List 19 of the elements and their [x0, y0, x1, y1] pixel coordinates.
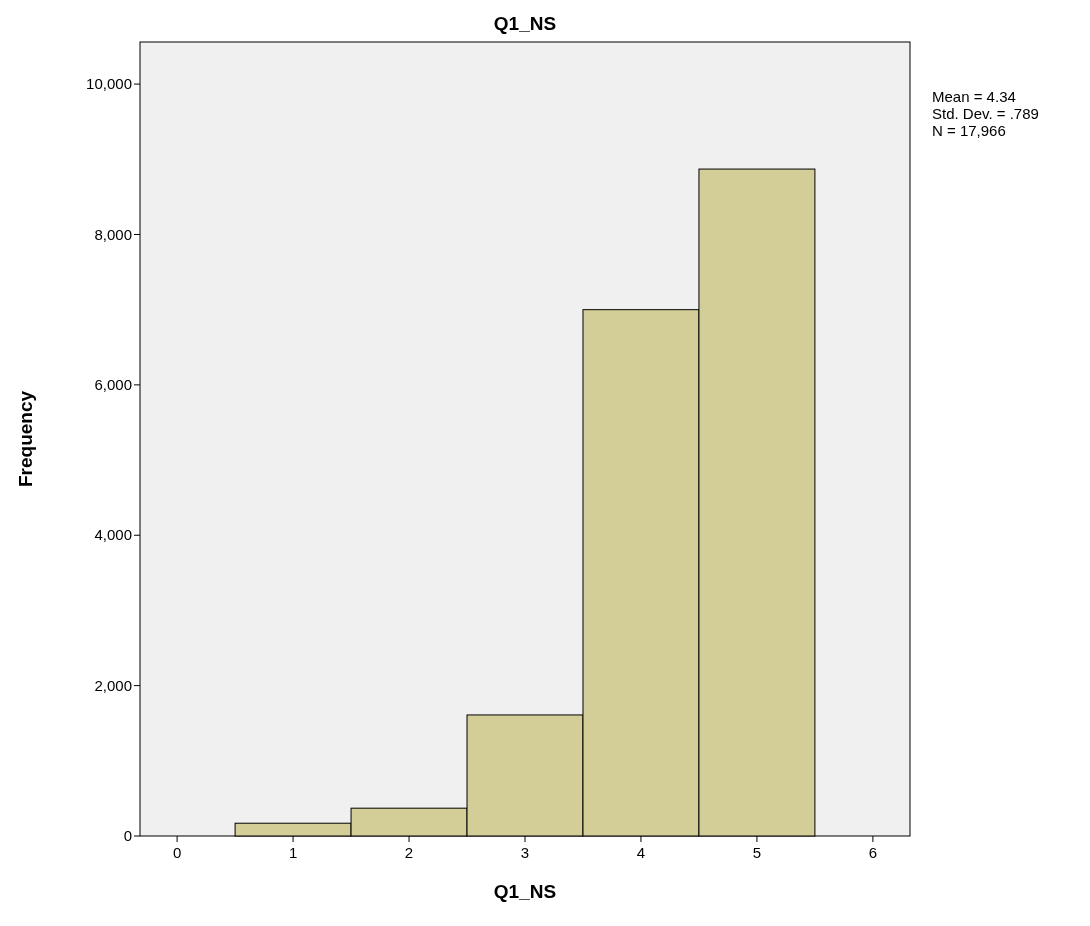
x-tick-label: 1	[288, 844, 298, 861]
x-tick-label: 0	[172, 844, 182, 861]
x-tick-label: 2	[404, 844, 414, 861]
x-axis-title: Q1_NS	[493, 881, 557, 902]
text: N = 17,966	[932, 122, 1006, 139]
y-axis-title: Frequency	[15, 390, 36, 488]
x-tick-label: 5	[752, 844, 762, 861]
y-tick-label: 8,000	[94, 225, 132, 243]
x-tick-label: 6	[868, 844, 878, 861]
x-tick-label: 4	[636, 844, 646, 861]
text: Mean = 4.34	[932, 88, 1016, 105]
chart-title: Q1_NS	[493, 13, 557, 34]
y-tick-label: 4,000	[94, 526, 132, 544]
y-tick-label: 2,000	[94, 676, 132, 694]
x-tick-label: 3	[520, 844, 530, 861]
text: Std. Dev. = .789	[932, 105, 1039, 122]
y-tick-label: 10,000	[86, 75, 132, 93]
y-tick-label: 6,000	[94, 376, 132, 394]
y-tick-label: 0	[123, 827, 132, 845]
